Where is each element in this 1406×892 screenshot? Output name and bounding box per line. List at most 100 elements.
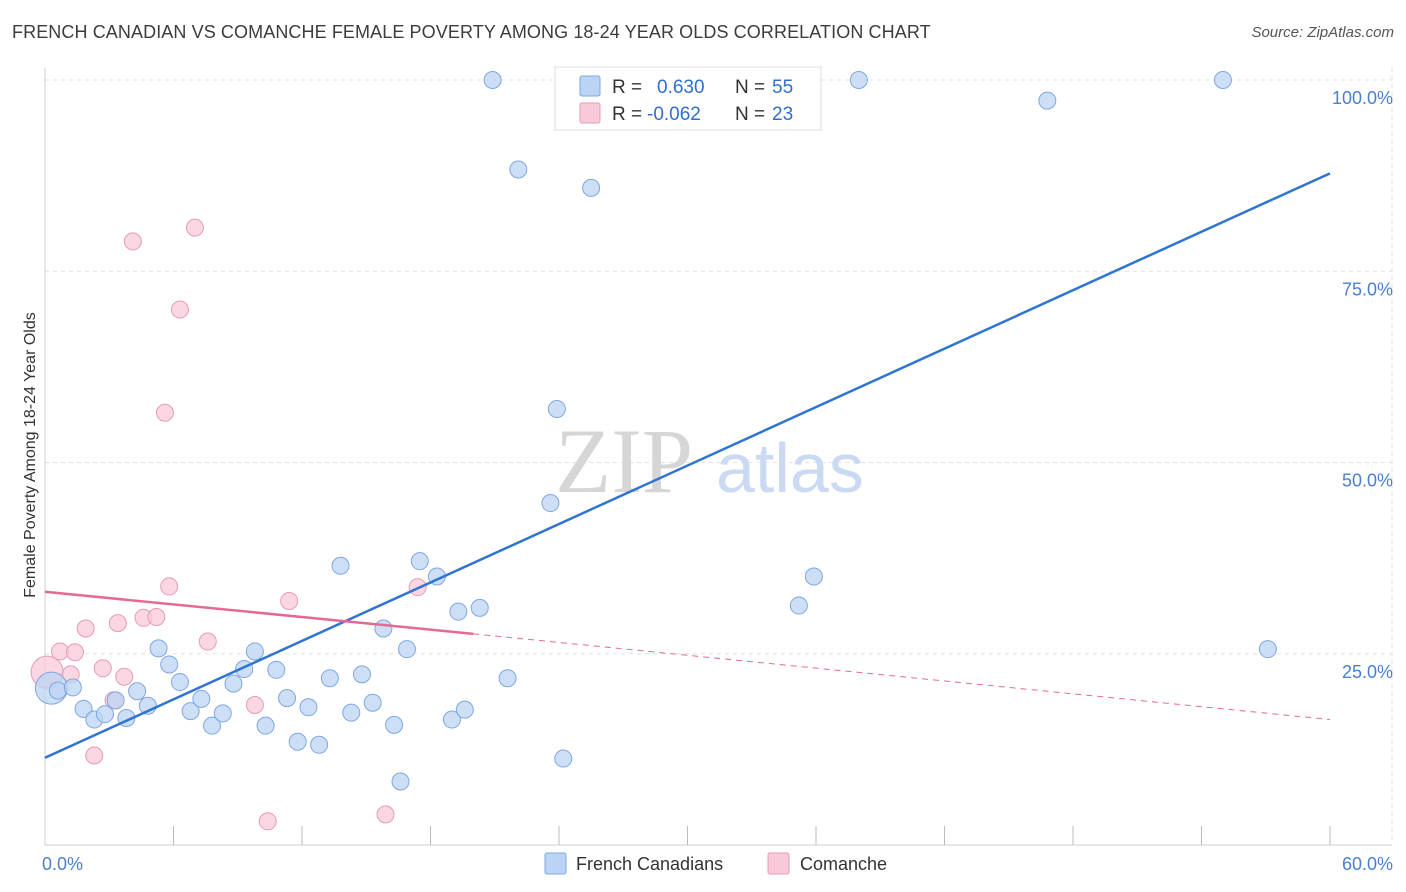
point-comanche: [376, 805, 395, 824]
point-comanche: [115, 667, 134, 686]
point-french-canadians: [804, 567, 823, 586]
point-french-canadians: [397, 640, 416, 659]
point-french-canadians: [1213, 71, 1232, 89]
point-french-canadians: [288, 732, 307, 751]
point-french-canadians: [106, 691, 125, 710]
point-french-canadians: [267, 660, 286, 679]
point-comanche: [185, 218, 204, 237]
point-french-canadians: [224, 674, 243, 693]
legend-swatch-comanche: [579, 102, 601, 124]
point-french-canadians: [554, 749, 573, 768]
point-french-canadians: [483, 71, 502, 89]
trend-line-comanche: [44, 590, 474, 636]
trend-lines: [44, 172, 1331, 759]
point-french-canadians: [48, 681, 67, 700]
point-comanche: [65, 643, 84, 662]
y-tick-label: 75.0%: [1342, 279, 1393, 299]
point-french-canadians: [789, 596, 808, 615]
point-french-canadians: [470, 598, 489, 617]
point-french-canadians: [498, 669, 517, 688]
point-french-canadians: [1038, 91, 1057, 110]
point-french-canadians: [449, 602, 468, 621]
series-label-french-canadians: French Canadians: [576, 854, 723, 874]
point-french-canadians: [352, 665, 371, 684]
chart-title: FRENCH CANADIAN VS COMANCHE FEMALE POVER…: [12, 22, 931, 42]
point-french-canadians: [541, 494, 560, 513]
legend-r-label: R =: [612, 104, 642, 125]
axes: [44, 68, 1392, 846]
legend-r-label: R =: [612, 77, 642, 98]
watermark: ZIP atlas: [555, 410, 864, 512]
point-french-canadians: [391, 772, 410, 791]
trend-line-comanche-extension: [473, 633, 1331, 721]
point-french-canadians: [442, 710, 461, 729]
point-comanche: [76, 619, 95, 638]
y-tick-label: 100.0%: [1332, 88, 1393, 108]
y-axis-label: Female Poverty Among 18-24 Year Olds: [22, 312, 39, 598]
point-french-canadians: [160, 655, 179, 674]
point-french-canadians: [256, 716, 275, 735]
legend-n-value: 23: [772, 104, 793, 125]
point-comanche: [258, 812, 277, 831]
point-french-canadians: [455, 700, 474, 719]
point-french-canadians: [203, 716, 222, 735]
point-french-canadians: [170, 673, 189, 692]
point-comanche: [123, 232, 142, 251]
point-french-canadians: [509, 160, 528, 179]
x-tick-label: 60.0%: [1342, 854, 1393, 874]
point-french-canadians: [310, 735, 329, 754]
series-swatch-french-canadians: [544, 852, 567, 875]
legend-r-value: -0.062: [647, 104, 701, 125]
series-label-comanche: Comanche: [800, 854, 887, 874]
series-legend: French Canadians Comanche: [544, 852, 887, 875]
point-comanche: [93, 659, 112, 678]
point-french-canadians: [74, 699, 93, 718]
point-comanche: [85, 746, 104, 765]
chart-source: Source: ZipAtlas.com: [1251, 24, 1394, 41]
point-french-canadians: [331, 556, 350, 575]
grid-lines: [45, 68, 1393, 845]
y-tick-label: 25.0%: [1342, 662, 1393, 682]
point-french-canadians: [278, 689, 297, 708]
legend-n-label: N =: [735, 77, 765, 98]
point-comanche: [280, 591, 299, 610]
legend-n-label: N =: [735, 104, 765, 125]
point-french-canadians: [410, 552, 429, 571]
point-french-canadians: [849, 71, 868, 89]
point-french-canadians: [547, 399, 566, 418]
point-comanche: [245, 696, 264, 715]
data-points: [30, 71, 1277, 831]
point-french-canadians: [213, 704, 232, 723]
point-french-canadians: [299, 698, 318, 717]
point-french-canadians: [1258, 640, 1277, 659]
x-tick-label: 0.0%: [42, 854, 83, 874]
point-french-canadians: [95, 705, 114, 724]
point-french-canadians: [245, 642, 264, 661]
point-french-canadians: [63, 678, 82, 697]
point-french-canadians: [192, 689, 211, 708]
point-comanche: [198, 632, 217, 651]
trend-line-french-canadians: [44, 172, 1331, 759]
legend-swatch-french-canadians: [579, 75, 601, 97]
legend-n-value: 55: [772, 77, 793, 98]
series-swatch-comanche: [767, 852, 790, 875]
point-french-canadians: [149, 639, 168, 658]
legend: R = 0.630 N = 55 R = -0.062 N = 23: [554, 66, 822, 131]
point-french-canadians: [320, 669, 339, 688]
point-comanche: [160, 577, 179, 596]
point-french-canadians: [342, 703, 361, 722]
y-tick-label: 50.0%: [1342, 471, 1393, 491]
point-french-canadians: [385, 715, 404, 734]
point-french-canadians: [582, 178, 601, 197]
point-comanche: [155, 403, 174, 422]
point-comanche: [108, 614, 127, 633]
tick-labels: 25.0% 50.0% 75.0% 100.0% 0.0% 60.0%: [42, 88, 1393, 874]
point-french-canadians: [363, 693, 382, 712]
watermark-atlas: atlas: [716, 429, 864, 507]
point-comanche: [170, 300, 189, 319]
legend-r-value: 0.630: [657, 77, 705, 98]
point-french-canadians: [128, 682, 147, 701]
watermark-zip: ZIP: [555, 410, 693, 512]
point-french-canadians: [181, 702, 200, 721]
